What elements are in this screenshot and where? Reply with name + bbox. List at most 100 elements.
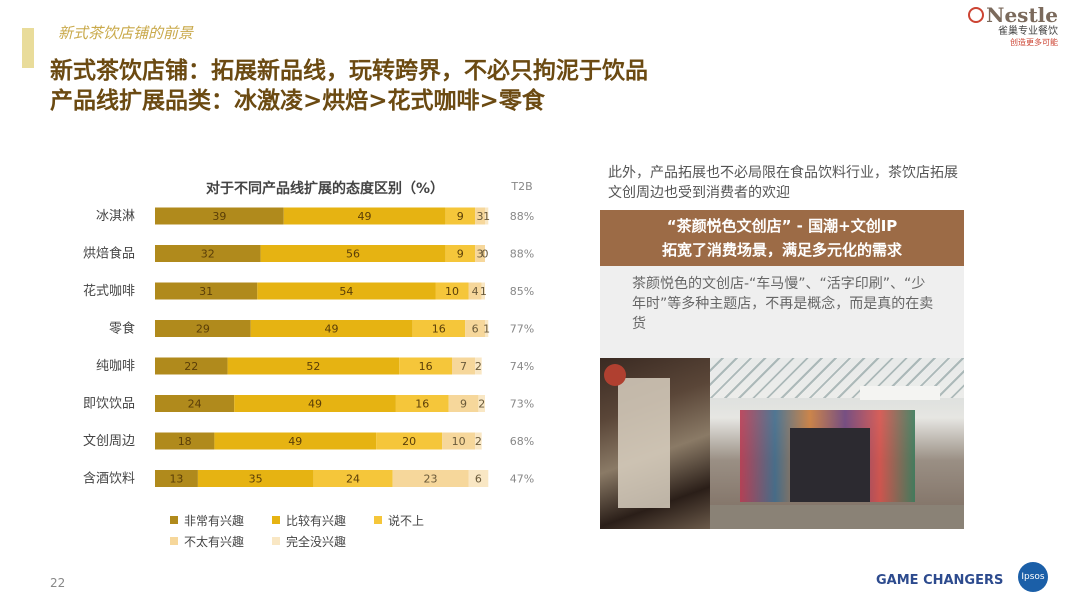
bar-segment (392, 470, 469, 487)
bar-value-label: 9 (457, 210, 464, 223)
t2b-value: 73% (510, 398, 534, 411)
bar-value-label: 3 (477, 248, 484, 261)
store-interior-photo (600, 358, 710, 529)
bar-value-label: 0 (482, 248, 489, 261)
legend-swatch (170, 537, 178, 545)
red-seal-decoration (604, 364, 626, 386)
bar-segment (376, 432, 443, 450)
bar-segment (485, 320, 489, 337)
legend-label: 完全没兴趣 (286, 535, 347, 549)
store-front-photo (710, 358, 964, 529)
t2b-value: 77% (510, 323, 534, 336)
legend-item: 完全没兴趣 (272, 533, 374, 550)
title-line-1: 新式茶饮店铺：拓展新品线，玩转跨界，不必只拘泥于饮品 (50, 58, 648, 84)
bar-value-label: 49 (288, 435, 302, 448)
bar-value-label: 9 (457, 248, 464, 261)
accent-bar (22, 28, 34, 68)
bar-value-label: 39 (212, 210, 226, 223)
bar-value-label: 2 (475, 435, 482, 448)
bar-segment (227, 357, 400, 375)
bar-segment (445, 245, 476, 262)
t2b-value: 74% (510, 360, 534, 373)
page-number: 22 (50, 576, 66, 590)
bar-segment (481, 282, 485, 300)
category-label: 纯咖啡 (96, 359, 135, 374)
bar-value-label: 16 (432, 323, 446, 336)
bar-segment (155, 432, 215, 450)
store-highlight-box: “茶颜悦色文创店” - 国潮+文创IP 拓宽了消费场景，满足多元化的需求 (600, 210, 964, 266)
t2b-value: 47% (510, 473, 534, 486)
bar-value-label: 7 (460, 360, 467, 373)
bar-segment (485, 207, 489, 225)
bar-segment (468, 470, 489, 487)
bar-value-label: 6 (472, 323, 479, 336)
bar-segment (313, 470, 393, 487)
store-highlight-title-2: 拓宽了消费场景，满足多元化的需求 (661, 241, 902, 259)
bar-value-label: 52 (306, 360, 320, 373)
legend-label: 不太有兴趣 (184, 535, 245, 549)
bar-segment (475, 207, 485, 225)
category-label: 即饮饮品 (83, 397, 135, 412)
bar-value-label: 3 (477, 210, 484, 223)
title-line-2: 产品线扩展品类：冰激凌>烘焙>花式咖啡>零食 (50, 88, 545, 114)
legend-label: 非常有兴趣 (184, 514, 245, 528)
category-label: 冰淇淋 (96, 209, 135, 224)
bar-value-label: 24 (188, 398, 202, 411)
legend-item: 非常有兴趣 (170, 512, 272, 529)
nestle-slogan: 创造更多可能 (1010, 38, 1058, 47)
legend-item: 比较有兴趣 (272, 512, 374, 529)
category-label: 文创周边 (83, 434, 135, 449)
bar-segment (445, 207, 476, 225)
stacked-bar-chart: 冰淇淋 39 49 9 3 1 88%烘焙食品 32 56 9 30 88%花式咖啡 31 54 10 4 1 8… (83, 207, 534, 487)
bar-value-label: 20 (402, 435, 416, 448)
bar-value-label: 49 (358, 210, 372, 223)
page-title: 新式茶饮店铺：拓展新品线，玩转跨界，不必只拘泥于饮品 产品线扩展品类：冰激凌>烘… (50, 56, 648, 116)
bar-segment (478, 395, 485, 412)
nestle-logo: Nestle 雀巢专业餐饮 创造更多可能 (968, 4, 1058, 54)
store-door (790, 428, 870, 502)
t2b-value: 88% (510, 248, 534, 261)
bar-value-label: 16 (419, 360, 433, 373)
bar-segment (435, 282, 469, 300)
ground (710, 505, 964, 529)
t2b-header: T2B (511, 180, 533, 193)
bar-segment (257, 282, 436, 300)
store-sign (860, 386, 940, 400)
legend-swatch (374, 516, 382, 524)
bar-segment (214, 432, 377, 450)
bar-value-label: 31 (199, 285, 213, 298)
bar-value-label: 56 (346, 248, 360, 261)
legend-label: 说不上 (388, 514, 425, 528)
bar-value-label: 4 (472, 285, 479, 298)
bar-value-label: 18 (178, 435, 192, 448)
category-label: 烘焙食品 (83, 246, 135, 262)
bar-value-label: 13 (169, 473, 183, 486)
legend-item: 说不上 (374, 512, 476, 529)
legend-label: 比较有兴趣 (286, 514, 347, 528)
nestle-subtitle: 雀巢专业餐饮 (998, 26, 1058, 37)
bar-segment (250, 320, 413, 337)
bar-value-label: 23 (424, 473, 438, 486)
bar-value-label: 49 (308, 398, 322, 411)
bar-value-label: 29 (196, 323, 210, 336)
ipsos-logo: Ipsos (1018, 562, 1048, 592)
bar-segment (155, 207, 284, 225)
bar-segment (475, 432, 482, 450)
t2b-value: 68% (510, 435, 534, 448)
calligraphy-panel (618, 378, 670, 508)
bar-value-label: 1 (483, 210, 490, 223)
bar-segment (234, 395, 396, 412)
bar-segment (475, 357, 482, 375)
bar-segment (155, 320, 251, 337)
nestle-wordmark: Nestle (968, 4, 1058, 26)
legend-swatch (272, 516, 280, 524)
bar-segment (155, 282, 258, 300)
bar-segment (260, 245, 446, 262)
bar-segment (283, 207, 446, 225)
right-intro-text: 此外，产品拓展也不必局限在食品饮料行业，茶饮店拓展文创周边也受到消费者的欢迎 (608, 165, 958, 201)
bar-segment (452, 357, 476, 375)
chart-title: 对于不同产品线扩展的态度区别（%） (205, 181, 445, 197)
t2b-value: 85% (510, 285, 534, 298)
store-highlight-title-1: “茶颜悦色文创店” - 国潮+文创IP (666, 217, 898, 235)
bar-value-label: 9 (460, 398, 467, 411)
